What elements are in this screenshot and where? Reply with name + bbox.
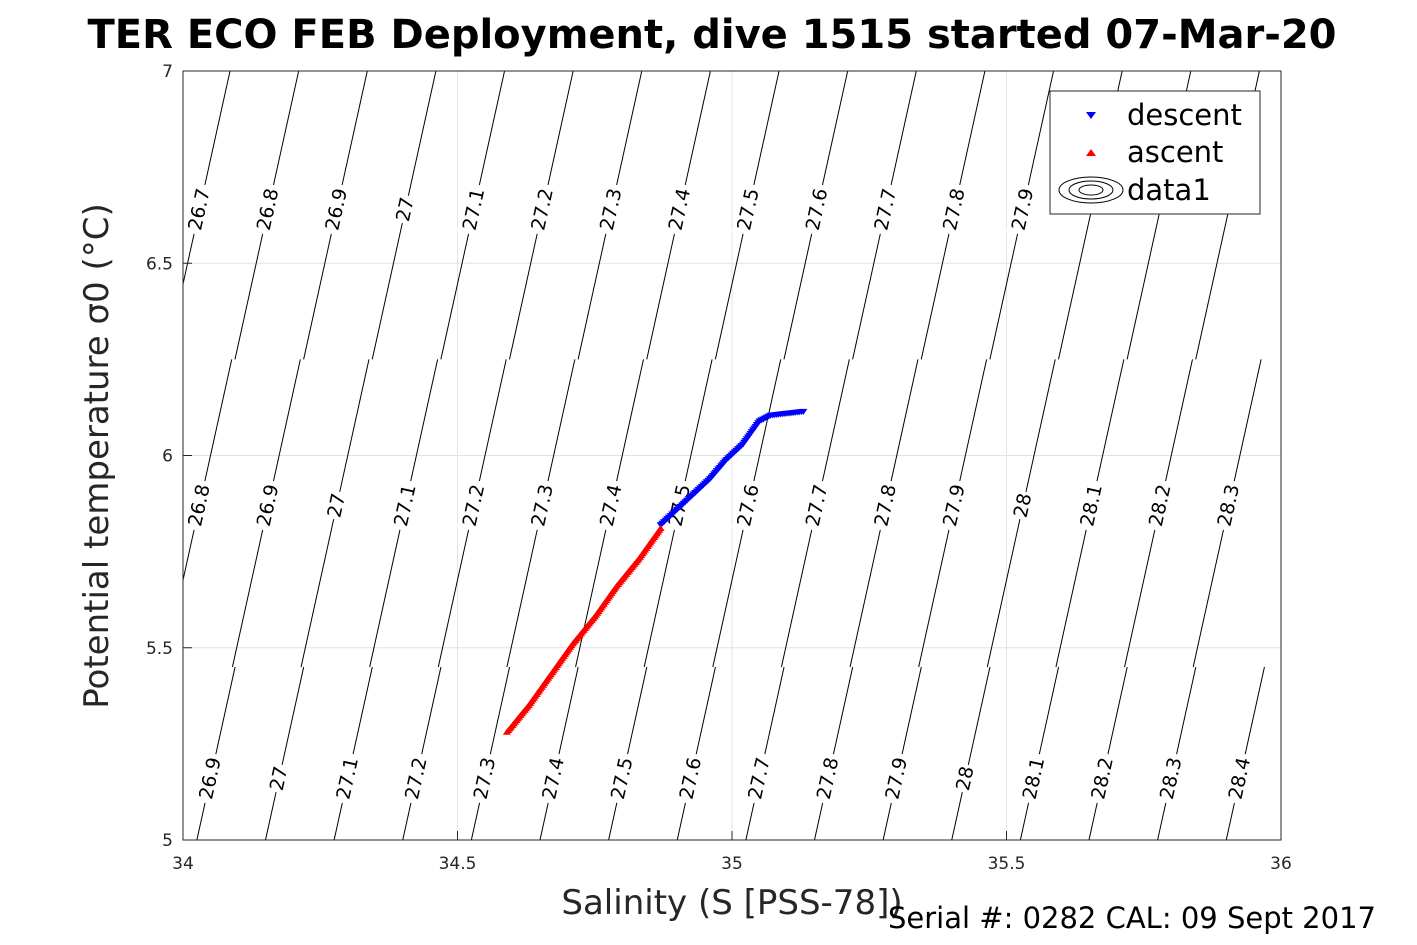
x-tick-label: 36 (1270, 854, 1292, 874)
chart-title: TER ECO FEB Deployment, dive 1515 starte… (87, 12, 1336, 58)
legend-item-descent: descent (1086, 98, 1242, 132)
contour-labels: 26.7 26.8 26.9 27 27.1 27.2 27.3 27.4 27.5 27.6 27… (182, 182, 1255, 806)
svg-text:28: 28 (952, 764, 979, 792)
isopycnal-line (1088, 666, 1128, 840)
isopycnal-line (951, 666, 991, 840)
isopycnal-line (402, 666, 442, 840)
contour-marker (1058, 176, 1124, 204)
legend-item-data1: data1 (1058, 173, 1211, 207)
legend-label: ascent (1127, 135, 1223, 169)
contour-label: 28 (1008, 489, 1037, 522)
ascent-point (656, 524, 665, 531)
svg-text:28: 28 (1010, 491, 1037, 519)
isopycnal-line (1019, 666, 1060, 840)
isopycnal-line (608, 666, 648, 840)
contour-label: 27.7 (799, 478, 832, 533)
serial-cal-footer: Serial #: 0282 CAL: 09 Sept 2017 (888, 901, 1376, 935)
isopycnal-line (539, 666, 579, 840)
isopycnal-line (882, 666, 922, 840)
contour-label: 27.9 (1005, 182, 1038, 236)
isopycnal-line (265, 666, 305, 840)
isopycnal-line (814, 666, 854, 840)
contour-label: 27.2 (456, 478, 489, 533)
legend-item-ascent: ascent (1086, 135, 1223, 169)
contour-label: 27.3 (467, 751, 500, 806)
y-tick-label: 6.5 (146, 254, 173, 274)
isopycnal-line (1157, 666, 1197, 840)
isopycnal-line (470, 666, 511, 840)
y-tick-label: 5 (162, 831, 173, 851)
isopycnal-line (745, 666, 785, 840)
x-tick-label: 35 (721, 854, 743, 874)
svg-text:27: 27 (392, 195, 419, 223)
data-points (502, 408, 808, 735)
y-tick-label: 5.5 (146, 639, 173, 659)
y-tick-label: 6 (162, 447, 173, 467)
isopycnal-line (676, 666, 716, 840)
legend-label: data1 (1127, 173, 1211, 207)
contour-label: 27 (264, 762, 293, 795)
svg-text:27: 27 (266, 764, 293, 792)
legend-label: descent (1127, 98, 1242, 132)
contour-label: 27.8 (868, 478, 901, 533)
x-tick-label: 34.5 (439, 854, 477, 874)
contour-label: 28 (950, 762, 979, 795)
svg-text:27: 27 (323, 491, 350, 519)
x-tick-label: 35.5 (988, 854, 1026, 874)
ascent-marker (1086, 149, 1096, 156)
contour-label: 27 (390, 193, 419, 226)
x-axis-ticks: 34 34.5 35 35.5 36 (172, 831, 1292, 874)
x-tick-label: 34 (172, 854, 194, 874)
y-axis-ticks: 5 5.5 6 6.5 7 (146, 62, 192, 851)
legend-box (1049, 90, 1261, 215)
isopycnal-line (1225, 666, 1265, 840)
y-tick-label: 7 (162, 62, 173, 82)
isopycnal-line (196, 666, 236, 840)
contour-label: 27 (321, 489, 350, 522)
contour-label: 27.6 (731, 478, 764, 533)
descent-point (799, 408, 808, 415)
y-axis-label: Potential temperature σ0 (°C) (77, 203, 117, 709)
isopycnal-line (333, 666, 373, 840)
descent-marker (1086, 112, 1096, 119)
x-axis-label: Salinity (S [PSS-78]) (561, 883, 902, 923)
